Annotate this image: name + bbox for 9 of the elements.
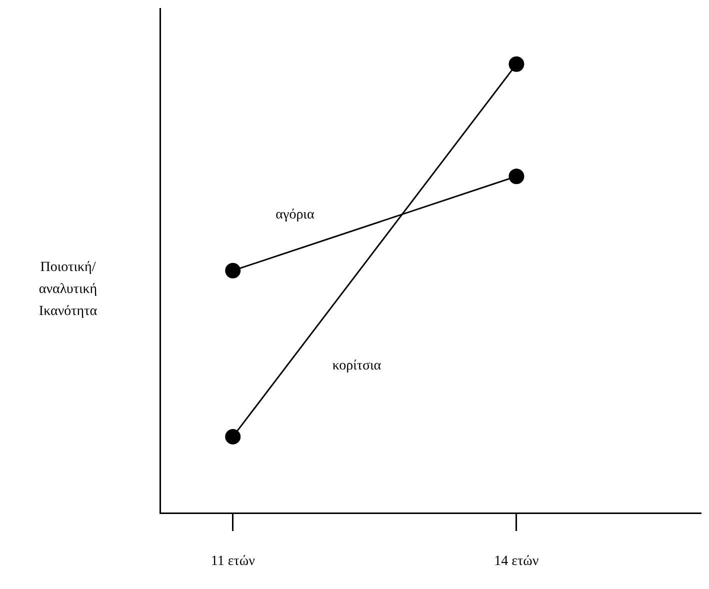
series-label: αγόρια (276, 207, 315, 222)
point (225, 262, 241, 278)
point (225, 428, 241, 444)
point (508, 56, 524, 72)
x-tick-label: 14 ετών (494, 554, 539, 570)
text: κορίτσια (332, 358, 382, 374)
y-axis-title: Ποιοτική/ αναλυτική Ικανότητα (38, 259, 98, 321)
x-tick-label: 11 ετών (210, 554, 255, 570)
point (508, 168, 524, 184)
